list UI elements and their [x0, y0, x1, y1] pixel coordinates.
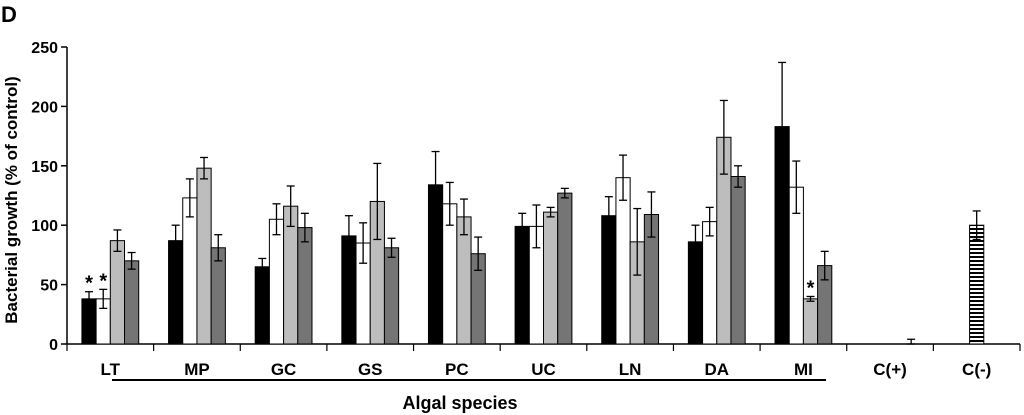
x-tick-label: MP — [184, 360, 210, 379]
bar-LT-series-4 — [124, 260, 140, 345]
y-axis-title: Bacterial growth (% of control) — [2, 76, 21, 323]
x-tick-label: GS — [358, 360, 383, 379]
x-tick-label: GC — [271, 360, 297, 379]
x-tick-label: C(+) — [873, 360, 907, 379]
bar-UC-series-4 — [557, 192, 573, 345]
y-tick-label: 250 — [31, 40, 58, 57]
bars: * * * — [81, 61, 985, 345]
bar-LT-series-3 — [109, 240, 126, 345]
bar-GS-series-4 — [383, 247, 400, 345]
bar-MP-series-2 — [182, 197, 198, 345]
x-axis: LT MP GC GS PC UC LN DA MI C(+) C(-) — [66, 343, 1021, 379]
bar-GC-series-2 — [268, 218, 285, 345]
bar-MP-series-3 — [196, 167, 212, 345]
y-tick-label: 200 — [31, 99, 58, 116]
significance-marker: * — [85, 273, 93, 295]
bar-DA-series-4 — [730, 175, 746, 345]
bar-UC-series-3 — [543, 211, 559, 345]
bar-MI-series-3 — [802, 298, 819, 345]
panel-label: D — [1, 2, 17, 27]
x-axis-title: Algal species — [402, 393, 517, 413]
y-tick-label: 0 — [49, 337, 58, 354]
y-tick-label: 50 — [40, 278, 58, 295]
y-tick-label: 150 — [31, 159, 58, 176]
x-tick-label: C(-) — [962, 360, 991, 379]
bar-PC-series-3 — [456, 216, 472, 345]
x-tick-label: LN — [619, 360, 642, 379]
bar-DA-series-2 — [702, 221, 718, 345]
y-axis: 0 50 100 150 200 250 — [31, 40, 68, 354]
x-tick-label: DA — [704, 360, 729, 379]
bar-GC-series-1 — [254, 266, 270, 345]
x-tick-label: UC — [531, 360, 556, 379]
bar-GC-series-4 — [297, 227, 313, 345]
x-tick-label: MI — [794, 360, 813, 379]
bar-UC-series-1 — [514, 225, 530, 345]
x-tick-label: PC — [445, 360, 469, 379]
y-tick-label: 100 — [31, 218, 58, 235]
significance-marker: * — [99, 270, 107, 292]
bar-MP-series-4 — [210, 247, 226, 345]
bar-LN-series-2 — [615, 177, 631, 345]
significance-marker: * — [807, 277, 815, 299]
bar-C(-)-series-3 — [969, 224, 985, 345]
x-tick-label: LT — [101, 360, 121, 379]
